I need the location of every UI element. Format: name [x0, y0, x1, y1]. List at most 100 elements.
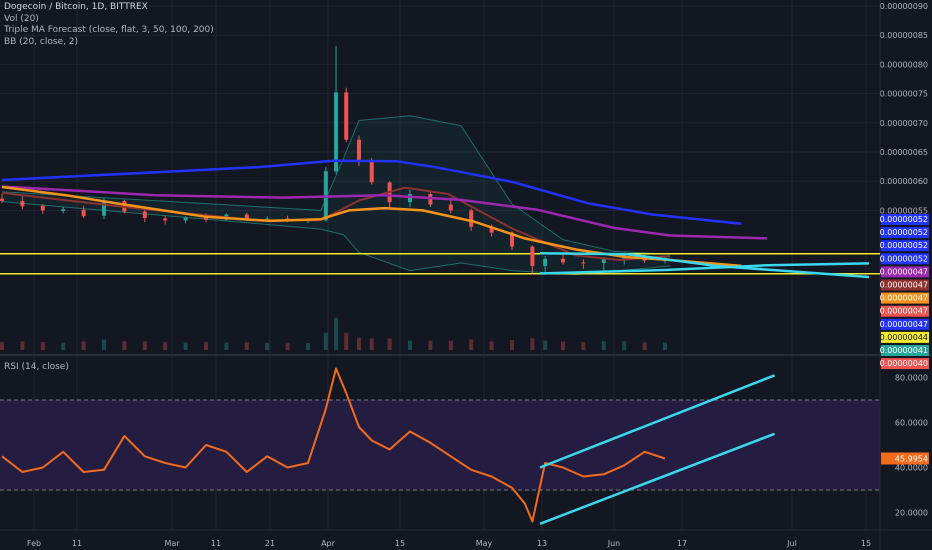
volume-bar: [334, 317, 339, 350]
volume-bar: [581, 342, 586, 350]
rsi-tick-label: 60.0000: [895, 419, 928, 428]
price-label-text: 0.00000047: [880, 267, 928, 276]
price-label-box: [881, 318, 929, 330]
price-label-box: [881, 358, 929, 370]
rsi-tick-label: 80.0000: [895, 374, 928, 383]
candle-body[interactable]: [357, 139, 361, 161]
price-label-box: [881, 253, 929, 265]
triangle-trendline: [539, 252, 870, 279]
x-tick-label: 21: [265, 539, 275, 548]
volume-bar: [601, 341, 606, 350]
x-tick-label: 13: [537, 539, 547, 548]
volume-bar: [306, 343, 310, 350]
y-tick-label: 0.00000055: [880, 206, 928, 215]
price-label-text: 0.00000040: [880, 359, 928, 368]
candle-body[interactable]: [581, 262, 586, 264]
y-tick-label: 0.00000075: [880, 90, 928, 99]
candle-body[interactable]: [369, 160, 374, 183]
rsi-last-value-box: [881, 452, 929, 465]
candle-body[interactable]: [204, 217, 208, 220]
volume-bar: [543, 340, 548, 350]
rsi-tick-label: 20.0000: [895, 509, 928, 518]
price-label-box: [881, 266, 929, 278]
price-label-box: [881, 227, 929, 239]
rsi-band: [0, 400, 880, 490]
x-tick-label: 11: [211, 539, 221, 548]
rsi-channel-line: [539, 432, 776, 525]
volume-bar: [0, 342, 4, 350]
x-tick-label: Apr: [321, 539, 336, 548]
candle-body[interactable]: [428, 194, 433, 205]
rsi-channel-line: [539, 374, 776, 469]
candle-body[interactable]: [344, 92, 349, 140]
candle-body[interactable]: [183, 217, 188, 221]
price-legend: Dogecoin / Bitcoin, 1D, BITTREX Vol (20)…: [4, 2, 214, 48]
volume-bar: [387, 338, 392, 350]
volume-bar: [244, 342, 249, 350]
x-tick-label: Mar: [164, 539, 180, 548]
volume-bar: [663, 342, 667, 350]
candle-body[interactable]: [81, 209, 86, 217]
volume-bar: [81, 341, 86, 350]
symbol-title[interactable]: Dogecoin / Bitcoin, 1D, BITTREX: [4, 2, 148, 12]
price-label-box: [881, 331, 929, 343]
candle-body[interactable]: [561, 258, 565, 263]
candle-body[interactable]: [489, 226, 494, 233]
candle-body[interactable]: [244, 214, 249, 220]
volume-bar: [265, 342, 270, 350]
volume-bar: [204, 342, 208, 350]
volume-bar: [163, 342, 168, 350]
y-tick-label: 0.00000070: [880, 119, 928, 128]
candle-body[interactable]: [142, 211, 147, 218]
candle-body[interactable]: [334, 92, 339, 172]
volume-bar: [285, 342, 290, 350]
price-label-text: 0.00000047: [880, 294, 928, 303]
volume-bar: [622, 341, 627, 350]
candle-body[interactable]: [163, 218, 168, 221]
candle-body[interactable]: [601, 259, 606, 263]
volume-bar: [530, 338, 535, 350]
volume-bar: [408, 340, 412, 350]
candle-body[interactable]: [20, 201, 25, 207]
rsi-tick-label: 40.0000: [895, 464, 928, 473]
volume-bar: [40, 341, 45, 350]
price-label-text: 0.00000052: [880, 254, 928, 263]
indicator-bb[interactable]: BB (20, close, 2): [4, 36, 79, 47]
price-label-text: 0.00000044: [880, 333, 928, 342]
candle-body[interactable]: [510, 232, 514, 247]
candle-body[interactable]: [265, 218, 270, 220]
price-label-box: [881, 305, 929, 317]
candle-body[interactable]: [543, 258, 548, 266]
price-label-box: [881, 292, 929, 304]
volume-bar: [323, 332, 328, 350]
indicator-rsi[interactable]: RSI (14, close): [4, 362, 69, 372]
candle-body[interactable]: [448, 204, 453, 211]
volume-bar: [510, 340, 514, 350]
y-tick-label: 0.00000090: [880, 2, 928, 11]
x-tick-label: Jul: [786, 539, 797, 548]
volume-bar: [448, 340, 453, 350]
candle-body[interactable]: [61, 209, 66, 211]
price-label-box: [881, 214, 929, 225]
candle-body[interactable]: [530, 246, 535, 266]
volume-bar: [102, 339, 106, 350]
indicator-triple-ma[interactable]: Triple MA Forecast (close, flat, 3, 50, …: [4, 25, 214, 35]
x-tick-label: Jun: [607, 539, 621, 548]
x-tick-label: 11: [72, 539, 82, 548]
y-tick-label: 0.00000060: [880, 177, 928, 186]
price-label-text: 0.00000052: [880, 241, 928, 250]
candle-body[interactable]: [622, 257, 627, 260]
indicator-vol[interactable]: Vol (20): [4, 13, 39, 24]
volume-bar: [561, 341, 565, 350]
candle-body[interactable]: [469, 210, 474, 227]
candle-body[interactable]: [0, 198, 4, 202]
price-label-box: [881, 240, 929, 252]
volume-bar: [489, 341, 494, 350]
volume-bar: [183, 342, 188, 350]
candle-body[interactable]: [102, 200, 106, 216]
candle-body[interactable]: [40, 205, 45, 211]
price-label-text: 0.00000047: [880, 281, 928, 290]
volume-bar: [344, 332, 349, 350]
candle-body[interactable]: [408, 194, 412, 203]
